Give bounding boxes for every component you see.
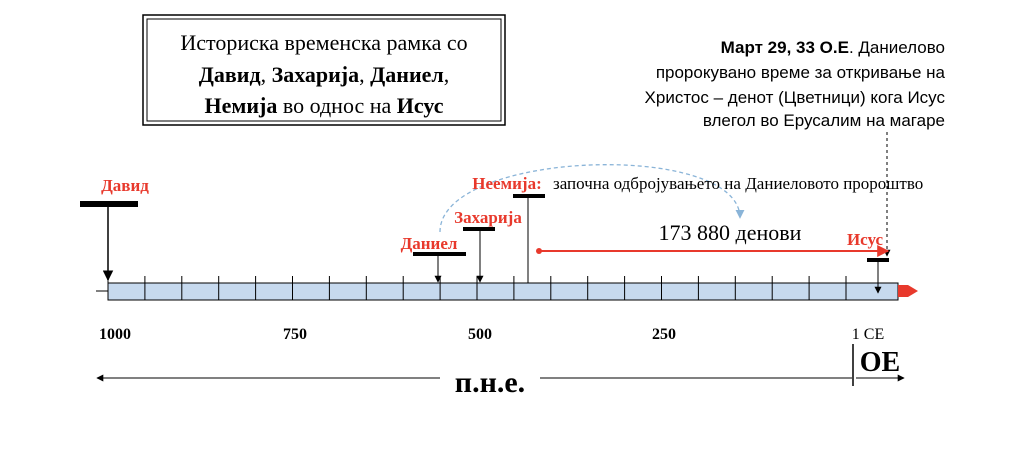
span-label: 173 880 денови — [659, 220, 802, 245]
note-line: влегол во Ерусалим на магаре — [703, 111, 945, 130]
title-part: Даниел — [370, 62, 444, 87]
title-part: , — [359, 62, 370, 87]
count-curve — [439, 164, 745, 233]
axis-label: 1 CE — [852, 326, 884, 343]
title-box-inner — [146, 18, 502, 122]
title-line: Историска временска рамка со — [180, 30, 467, 55]
event-description: започна одбројувањето на Даниеловото про… — [553, 174, 923, 193]
axis-label: 500 — [468, 326, 492, 343]
event-bar — [413, 252, 466, 256]
axis-label: 1000 — [99, 326, 131, 343]
era-bce: п.н.е. — [455, 366, 525, 399]
event-label: Давид — [101, 176, 149, 195]
event-label: Исус — [847, 230, 884, 249]
axis-labels: 1000 750 500 250 1 CE — [99, 326, 884, 343]
timeline-bar — [107, 282, 899, 301]
title-part: во однос на — [277, 93, 396, 118]
span-start — [536, 248, 542, 254]
title-part: Давид — [199, 62, 261, 87]
era-ce: ОЕ — [860, 347, 900, 378]
event-bar — [463, 227, 495, 231]
title-box — [142, 14, 506, 126]
timeline-arrow — [898, 285, 918, 297]
note: Март 29, 33 О.Е. Даниелово пророкувано в… — [645, 38, 946, 130]
note-rest: . Даниелово — [849, 38, 945, 57]
note-line: Март 29, 33 О.Е. Даниелово — [721, 38, 945, 57]
event-bar — [513, 194, 545, 198]
event-label: Неемија: — [472, 174, 542, 193]
note-line: пророкувано време за откривање на — [656, 63, 946, 82]
note-lead: Март 29, 33 О.Е — [721, 38, 849, 57]
title-part: , — [261, 62, 272, 87]
event-label: Даниел — [401, 234, 458, 253]
title-line: Немија во однос на Исус — [205, 93, 444, 118]
note-line: Христос – денот (Цветници) кога Исус — [645, 88, 946, 107]
title-part: Исус — [397, 93, 444, 118]
ticks — [107, 276, 847, 300]
event-bar — [80, 201, 138, 207]
title: Историска временска рамка со Давид, Заха… — [180, 30, 467, 118]
axis-label: 750 — [283, 326, 307, 343]
axis-label: 250 — [652, 326, 676, 343]
title-part: Захарија — [272, 62, 360, 87]
event-label: Захарија — [454, 208, 522, 227]
event-bar — [867, 258, 889, 262]
title-line: Давид, Захарија, Даниел, — [199, 62, 450, 87]
title-part: Немија — [205, 93, 278, 118]
title-part: , — [444, 62, 450, 87]
